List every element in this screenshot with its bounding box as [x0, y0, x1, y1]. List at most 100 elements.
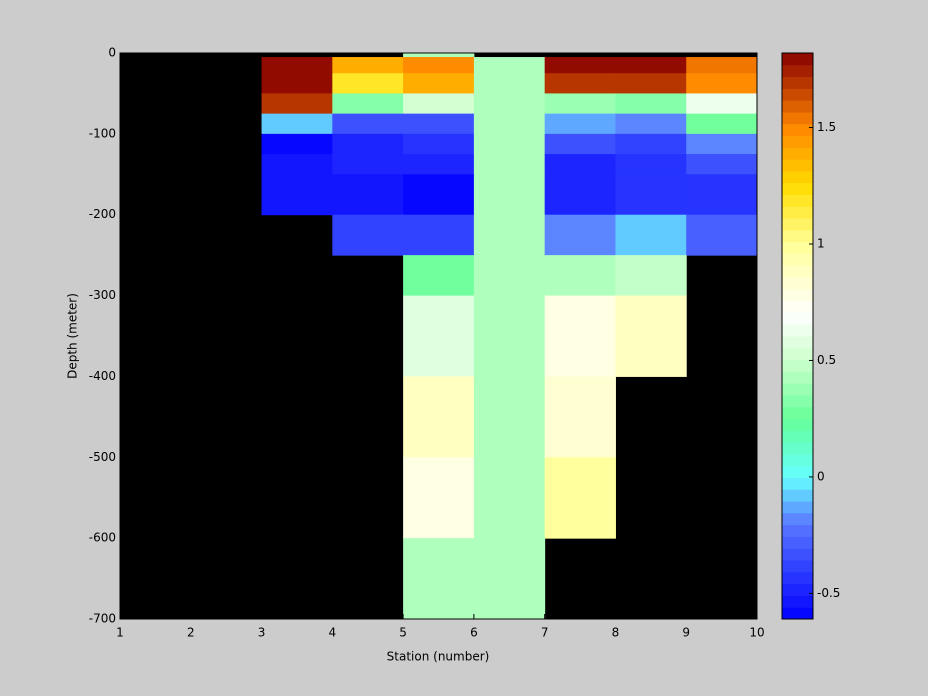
heatmap-cell — [473, 538, 546, 620]
colorbar-step — [782, 218, 813, 231]
colorbar-step — [782, 477, 813, 490]
colorbar-step — [782, 265, 813, 278]
colorbar-step — [782, 194, 813, 207]
heatmap-cell — [544, 376, 616, 458]
heatmap-cell — [686, 154, 758, 175]
x-tick-label: 2 — [187, 626, 195, 640]
heatmap-cell — [544, 457, 616, 539]
heatmap-cell — [261, 93, 333, 115]
heatmap-cell — [403, 457, 475, 539]
heatmap-cell — [403, 214, 475, 256]
heatmap-cell — [261, 113, 333, 135]
heatmap-cell — [615, 57, 687, 74]
colorbar-step — [782, 288, 813, 302]
heatmap-cell — [403, 73, 475, 94]
y-tick-label: -700 — [89, 612, 116, 626]
heatmap-cell — [261, 57, 333, 74]
y-tick-label: -200 — [89, 207, 116, 221]
heatmap-cell — [332, 133, 404, 155]
heatmap-cell — [686, 73, 758, 94]
colorbar-step — [782, 170, 813, 184]
colorbar-step — [782, 206, 813, 219]
heatmap-cell — [615, 295, 687, 377]
heatmap-cell — [261, 73, 333, 94]
y-tick-label: -400 — [89, 369, 116, 383]
heatmap-cell — [473, 133, 546, 155]
heatmap-cell — [544, 93, 616, 115]
colorbar-step — [782, 312, 813, 325]
heatmap-cell — [403, 154, 475, 175]
x-tick-label: 1 — [116, 626, 124, 640]
colorbar-tick-label: 1.5 — [817, 120, 836, 134]
y-tick-label: -600 — [89, 531, 116, 545]
colorbar-step — [782, 123, 813, 137]
y-tick-label: -500 — [89, 450, 116, 464]
heatmap-cell — [403, 376, 475, 458]
colorbar-step — [782, 253, 813, 266]
colorbar-step — [782, 394, 813, 408]
heatmap-cell — [473, 113, 546, 135]
heatmap-cell — [544, 174, 616, 216]
heatmap-cell — [473, 295, 546, 377]
heatmap-cell — [403, 53, 475, 58]
x-tick-label: 6 — [470, 626, 478, 640]
heatmap-cell — [473, 214, 546, 256]
heatmap-cell — [473, 174, 546, 216]
colorbar-step — [782, 229, 813, 243]
heatmap-cell — [615, 154, 687, 175]
heatmap-cell — [403, 133, 475, 155]
heatmap-cell — [544, 154, 616, 175]
heatmap-cell — [544, 214, 616, 256]
heatmap-cell — [686, 57, 758, 74]
x-tick-label: 7 — [541, 626, 549, 640]
heatmap-cell — [261, 133, 333, 155]
colorbar-step — [782, 336, 813, 349]
y-tick-label: -100 — [89, 126, 116, 140]
colorbar-step — [782, 406, 813, 420]
colorbar-step — [782, 53, 813, 66]
heatmap-cell — [686, 93, 758, 115]
colorbar-step — [782, 182, 813, 195]
colorbar-step — [782, 453, 813, 467]
heatmap-cell — [544, 295, 616, 377]
colorbar-step — [782, 465, 813, 478]
heatmap-cell — [473, 73, 546, 94]
heatmap-cell — [615, 93, 687, 115]
colorbar-step — [782, 277, 813, 290]
heatmap-cell — [403, 174, 475, 216]
colorbar-tick-label: 0.5 — [817, 353, 836, 367]
heatmap-cell — [261, 174, 333, 216]
colorbar-step — [782, 595, 813, 608]
heatmap-cell — [473, 376, 546, 458]
heatmap-cell — [403, 295, 475, 377]
colorbar-step — [782, 418, 813, 431]
colorbar-step — [782, 324, 813, 337]
heatmap-cell — [544, 255, 616, 297]
heatmap-cell — [403, 113, 475, 135]
heatmap-cell — [473, 57, 546, 74]
heatmap-cell — [615, 255, 687, 297]
heatmap-cell — [686, 113, 758, 135]
heatmap-cell — [615, 214, 687, 256]
colorbar-step — [782, 536, 813, 549]
colorbar-frame — [781, 52, 814, 620]
heatmap-cell — [544, 73, 616, 94]
heatmap-cell — [686, 174, 758, 216]
x-tick-label: 8 — [612, 626, 620, 640]
y-tick-label: 0 — [108, 46, 116, 60]
colorbar-step — [782, 135, 813, 148]
heatmap-cell — [403, 93, 475, 115]
colorbar-step — [782, 300, 813, 313]
colorbar-step — [782, 512, 813, 526]
heatmap-cell — [473, 93, 546, 115]
colorbar-step — [782, 371, 813, 384]
colorbar-step — [782, 241, 813, 254]
heatmap-cell — [332, 73, 404, 94]
heatmap-cell — [332, 113, 404, 135]
y-tick-label: -300 — [89, 288, 116, 302]
heatmap-cell — [686, 214, 758, 256]
x-axis-label: Station (number) — [387, 650, 490, 664]
colorbar-tick-label: 1 — [817, 236, 825, 250]
colorbar-step — [782, 548, 813, 561]
